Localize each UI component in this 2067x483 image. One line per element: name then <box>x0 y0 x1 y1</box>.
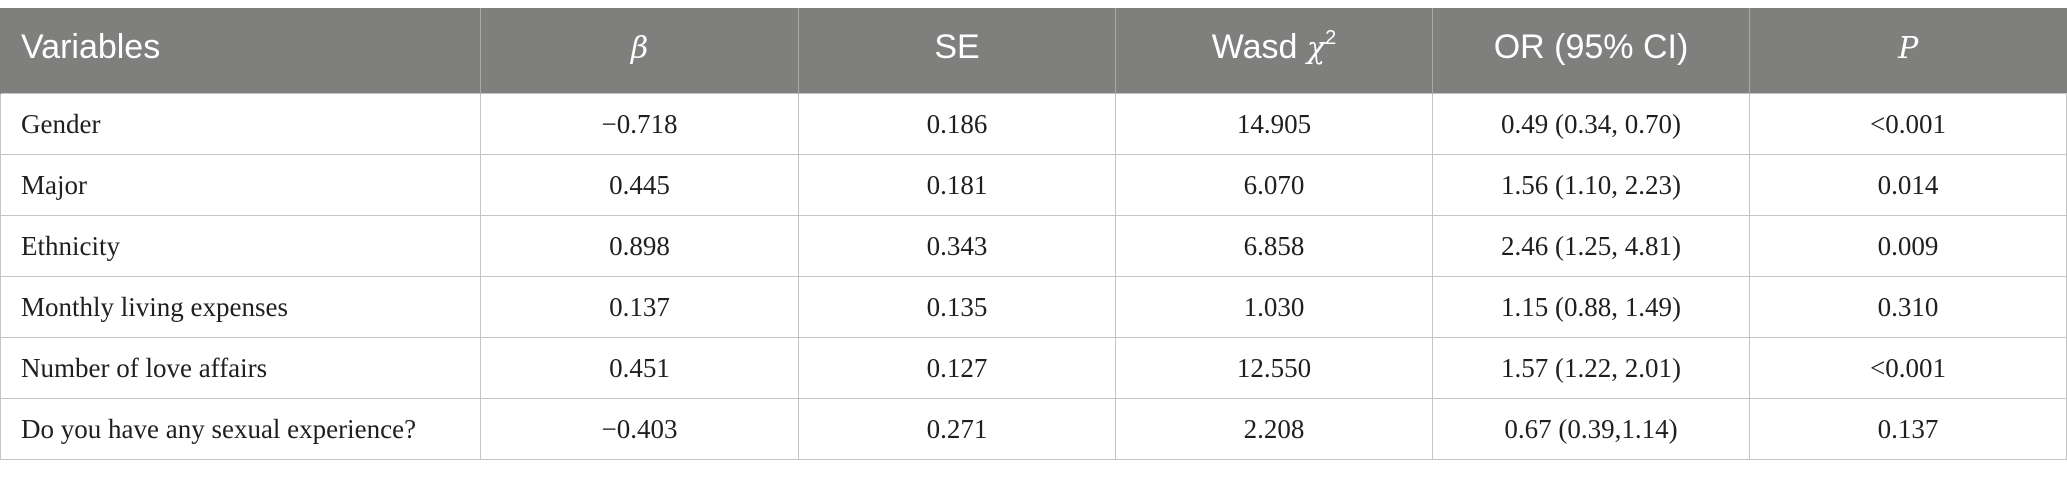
cell-or: 1.56 (1.10, 2.23) <box>1432 154 1750 216</box>
table-row: Monthly living expenses 0.137 0.135 1.03… <box>0 276 2067 338</box>
header-wasd: Wasd χ2 <box>1115 8 1433 94</box>
cell-wasd: 12.550 <box>1115 337 1433 399</box>
cell-beta: −0.403 <box>480 398 799 460</box>
header-p: P <box>1749 8 2067 94</box>
cell-p: 0.009 <box>1749 215 2067 277</box>
cell-wasd: 6.070 <box>1115 154 1433 216</box>
table-row: Number of love affairs 0.451 0.127 12.55… <box>0 337 2067 399</box>
cell-wasd: 6.858 <box>1115 215 1433 277</box>
cell-wasd: 14.905 <box>1115 93 1433 155</box>
header-beta: β <box>480 8 799 94</box>
cell-beta: 0.445 <box>480 154 799 216</box>
header-row: Variables β SE Wasd χ2 OR (95% CI) P <box>0 8 2067 94</box>
cell-variable: Gender <box>0 93 481 155</box>
cell-or: 2.46 (1.25, 4.81) <box>1432 215 1750 277</box>
cell-variable: Ethnicity <box>0 215 481 277</box>
cell-beta: −0.718 <box>480 93 799 155</box>
cell-se: 0.271 <box>798 398 1116 460</box>
cell-se: 0.181 <box>798 154 1116 216</box>
cell-se: 0.135 <box>798 276 1116 338</box>
header-wasd-superscript: 2 <box>1325 26 1337 49</box>
header-beta-label: β <box>630 31 649 66</box>
cell-or: 0.67 (0.39,1.14) <box>1432 398 1750 460</box>
header-se: SE <box>798 8 1116 94</box>
header-wasd-prefix: Wasd <box>1211 28 1307 66</box>
header-variables: Variables <box>0 8 481 94</box>
cell-variable: Monthly living expenses <box>0 276 481 338</box>
cell-variable: Do you have any sexual experience? <box>0 398 481 460</box>
cell-wasd: 1.030 <box>1115 276 1433 338</box>
header-variables-label: Variables <box>21 28 161 66</box>
cell-or: 1.57 (1.22, 2.01) <box>1432 337 1750 399</box>
cell-beta: 0.137 <box>480 276 799 338</box>
regression-table: Variables β SE Wasd χ2 OR (95% CI) P <box>0 8 2067 460</box>
cell-p: <0.001 <box>1749 93 2067 155</box>
table-row: Major 0.445 0.181 6.070 1.56 (1.10, 2.23… <box>0 154 2067 216</box>
cell-p: 0.310 <box>1749 276 2067 338</box>
cell-wasd: 2.208 <box>1115 398 1433 460</box>
table-row: Ethnicity 0.898 0.343 6.858 2.46 (1.25, … <box>0 215 2067 277</box>
header-p-label: P <box>1898 31 1919 66</box>
cell-se: 0.127 <box>798 337 1116 399</box>
cell-or: 0.49 (0.34, 0.70) <box>1432 93 1750 155</box>
cell-beta: 0.451 <box>480 337 799 399</box>
table-row: Gender −0.718 0.186 14.905 0.49 (0.34, 0… <box>0 93 2067 155</box>
header-wasd-symbol: χ <box>1306 31 1326 66</box>
header-or: OR (95% CI) <box>1432 8 1750 94</box>
cell-se: 0.186 <box>798 93 1116 155</box>
header-or-label: OR (95% CI) <box>1493 28 1689 66</box>
cell-or: 1.15 (0.88, 1.49) <box>1432 276 1750 338</box>
cell-se: 0.343 <box>798 215 1116 277</box>
regression-table-container: Variables β SE Wasd χ2 OR (95% CI) P <box>0 8 2067 460</box>
cell-variable: Number of love affairs <box>0 337 481 399</box>
cell-beta: 0.898 <box>480 215 799 277</box>
table-body: Gender −0.718 0.186 14.905 0.49 (0.34, 0… <box>0 93 2067 460</box>
cell-p: 0.014 <box>1749 154 2067 216</box>
header-wasd-label: Wasd χ2 <box>1211 26 1337 66</box>
table-header: Variables β SE Wasd χ2 OR (95% CI) P <box>0 8 2067 94</box>
cell-p: <0.001 <box>1749 337 2067 399</box>
cell-variable: Major <box>0 154 481 216</box>
header-se-label: SE <box>934 28 980 66</box>
table-row: Do you have any sexual experience? −0.40… <box>0 398 2067 460</box>
cell-p: 0.137 <box>1749 398 2067 460</box>
